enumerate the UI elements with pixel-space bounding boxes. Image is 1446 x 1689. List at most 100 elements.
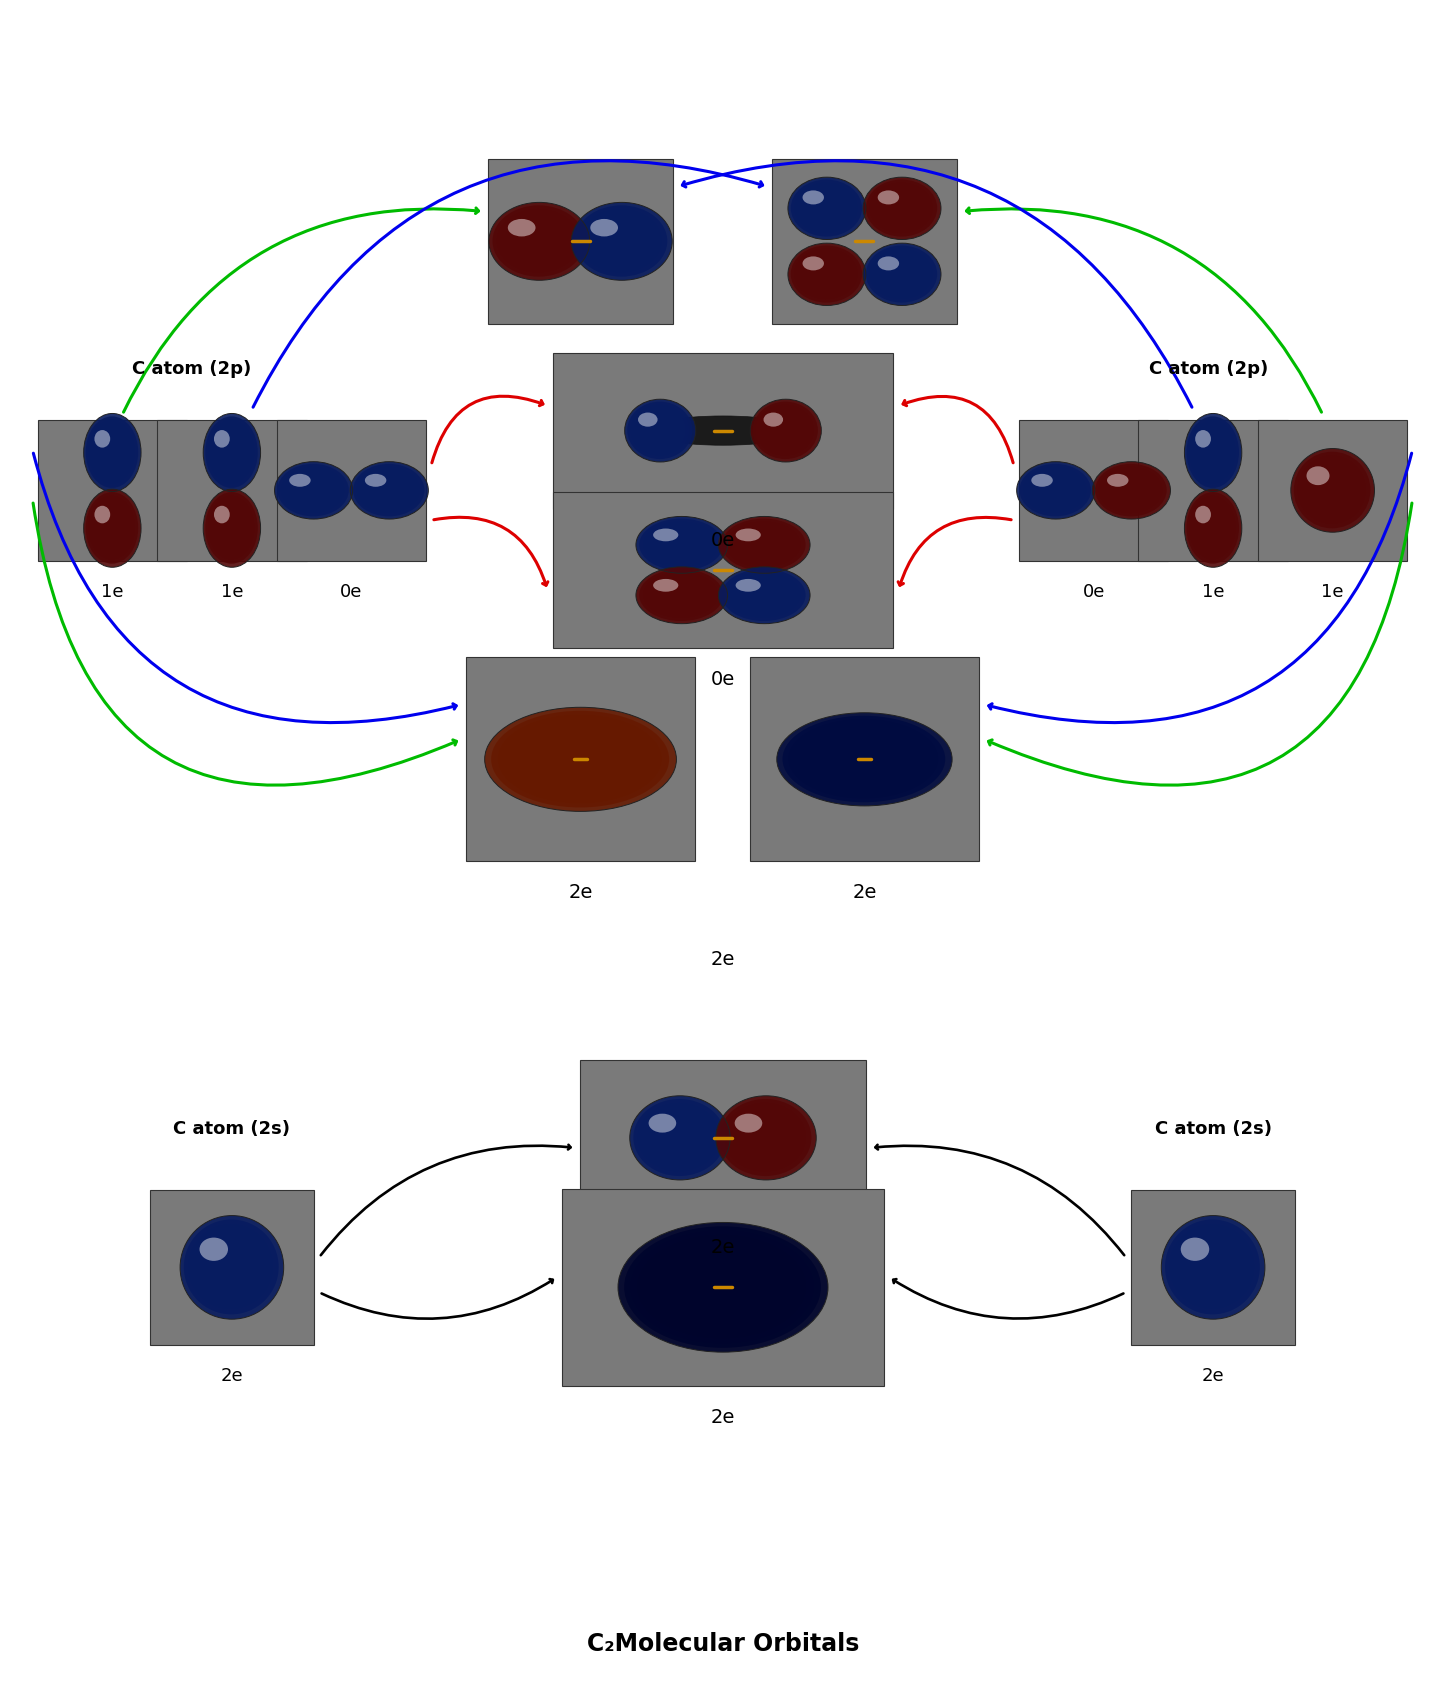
Text: 0e: 0e — [1083, 583, 1105, 601]
Ellipse shape — [636, 1103, 720, 1172]
Ellipse shape — [791, 179, 862, 236]
Ellipse shape — [1294, 451, 1371, 529]
Ellipse shape — [1098, 466, 1163, 513]
Ellipse shape — [353, 464, 425, 517]
Ellipse shape — [646, 524, 714, 566]
Ellipse shape — [1303, 461, 1358, 517]
Ellipse shape — [800, 725, 925, 792]
Ellipse shape — [636, 517, 727, 573]
Ellipse shape — [94, 503, 127, 549]
Ellipse shape — [823, 736, 898, 777]
Ellipse shape — [755, 540, 762, 544]
Ellipse shape — [95, 431, 124, 470]
Ellipse shape — [506, 216, 565, 262]
Ellipse shape — [801, 189, 847, 225]
Ellipse shape — [655, 1118, 697, 1154]
Ellipse shape — [94, 505, 110, 524]
Ellipse shape — [503, 215, 570, 265]
Bar — [489, 159, 672, 324]
Ellipse shape — [1187, 417, 1239, 488]
Ellipse shape — [740, 1118, 782, 1154]
Ellipse shape — [1197, 1255, 1215, 1272]
Ellipse shape — [648, 1111, 706, 1160]
Ellipse shape — [104, 519, 114, 532]
Ellipse shape — [882, 260, 915, 285]
Ellipse shape — [869, 182, 934, 233]
Ellipse shape — [833, 743, 884, 770]
Ellipse shape — [536, 735, 619, 780]
Ellipse shape — [576, 206, 668, 277]
Ellipse shape — [281, 466, 346, 513]
Ellipse shape — [724, 571, 801, 618]
Ellipse shape — [100, 437, 119, 463]
Bar — [580, 1059, 866, 1216]
Ellipse shape — [1108, 475, 1128, 486]
Ellipse shape — [607, 231, 623, 245]
Ellipse shape — [655, 529, 701, 557]
Ellipse shape — [844, 748, 870, 762]
Ellipse shape — [778, 426, 784, 431]
Ellipse shape — [1317, 476, 1339, 498]
Ellipse shape — [184, 1219, 279, 1314]
Ellipse shape — [214, 505, 230, 524]
Ellipse shape — [748, 1125, 774, 1145]
Ellipse shape — [654, 529, 678, 540]
Ellipse shape — [654, 579, 678, 591]
Ellipse shape — [489, 203, 590, 280]
Ellipse shape — [1173, 1228, 1249, 1306]
Ellipse shape — [872, 184, 930, 231]
Ellipse shape — [643, 1108, 711, 1164]
Bar — [276, 419, 427, 561]
Ellipse shape — [730, 1108, 797, 1164]
Ellipse shape — [642, 415, 672, 443]
Ellipse shape — [885, 262, 911, 282]
Ellipse shape — [1031, 475, 1053, 486]
Ellipse shape — [788, 243, 866, 306]
Ellipse shape — [639, 414, 675, 444]
Ellipse shape — [1112, 476, 1144, 500]
Ellipse shape — [217, 1255, 234, 1272]
Ellipse shape — [638, 410, 678, 448]
Bar — [1019, 419, 1168, 561]
Ellipse shape — [200, 1238, 228, 1262]
Ellipse shape — [894, 269, 899, 274]
Ellipse shape — [863, 243, 941, 306]
Ellipse shape — [542, 740, 612, 777]
Ellipse shape — [1022, 466, 1087, 513]
Ellipse shape — [91, 502, 130, 552]
Ellipse shape — [733, 1111, 792, 1160]
Ellipse shape — [813, 263, 833, 280]
Ellipse shape — [211, 502, 250, 552]
Ellipse shape — [794, 248, 859, 299]
Ellipse shape — [885, 196, 911, 216]
Ellipse shape — [869, 248, 934, 299]
Ellipse shape — [1197, 431, 1225, 470]
Ellipse shape — [685, 1265, 750, 1306]
Ellipse shape — [642, 520, 719, 568]
Ellipse shape — [523, 728, 633, 787]
Ellipse shape — [1297, 454, 1366, 525]
Text: 0e: 0e — [711, 530, 735, 549]
Ellipse shape — [651, 1115, 701, 1157]
Ellipse shape — [649, 525, 710, 562]
Ellipse shape — [221, 439, 236, 459]
Ellipse shape — [593, 220, 643, 258]
Ellipse shape — [671, 589, 680, 595]
Ellipse shape — [797, 250, 855, 297]
Ellipse shape — [758, 407, 811, 453]
Ellipse shape — [204, 490, 260, 568]
Ellipse shape — [755, 404, 814, 456]
Ellipse shape — [1307, 466, 1329, 485]
Ellipse shape — [617, 1223, 829, 1353]
Ellipse shape — [639, 519, 723, 571]
Ellipse shape — [1189, 495, 1236, 561]
Ellipse shape — [1168, 1223, 1255, 1309]
Ellipse shape — [1203, 439, 1218, 459]
Ellipse shape — [1122, 485, 1129, 490]
Ellipse shape — [662, 534, 693, 552]
Text: 1e: 1e — [1322, 583, 1343, 601]
Ellipse shape — [866, 245, 937, 302]
Ellipse shape — [703, 1275, 730, 1292]
Ellipse shape — [810, 196, 836, 216]
Ellipse shape — [224, 519, 233, 532]
